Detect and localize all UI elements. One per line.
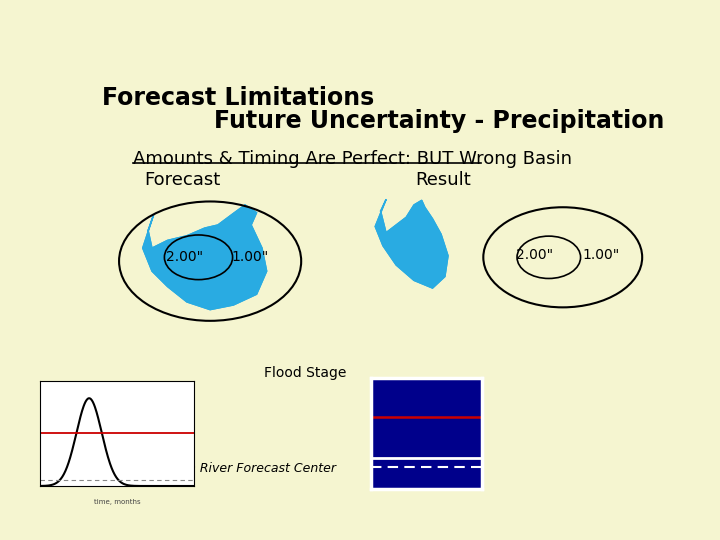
Text: Forecast Limitations: Forecast Limitations xyxy=(102,86,374,110)
Text: Flood Stage: Flood Stage xyxy=(264,366,347,380)
Polygon shape xyxy=(143,205,266,309)
Polygon shape xyxy=(375,200,448,288)
Text: Future Uncertainty - Precipitation: Future Uncertainty - Precipitation xyxy=(214,110,664,133)
Text: Result: Result xyxy=(415,171,472,189)
Text: time, months: time, months xyxy=(94,499,140,505)
Text: 2.00": 2.00" xyxy=(166,251,203,264)
Text: No Rise: No Rise xyxy=(412,448,480,466)
Text: 1.00": 1.00" xyxy=(583,248,620,262)
Text: Forecast: Forecast xyxy=(144,171,220,189)
Text: 2.00": 2.00" xyxy=(516,248,553,262)
Text: 1.00": 1.00" xyxy=(232,251,269,264)
Text: Amounts & Timing Are Perfect: BUT Wrong Basin: Amounts & Timing Are Perfect: BUT Wrong … xyxy=(132,150,572,167)
Text: Colorado Basin River Forecast Center: Colorado Basin River Forecast Center xyxy=(102,462,336,475)
